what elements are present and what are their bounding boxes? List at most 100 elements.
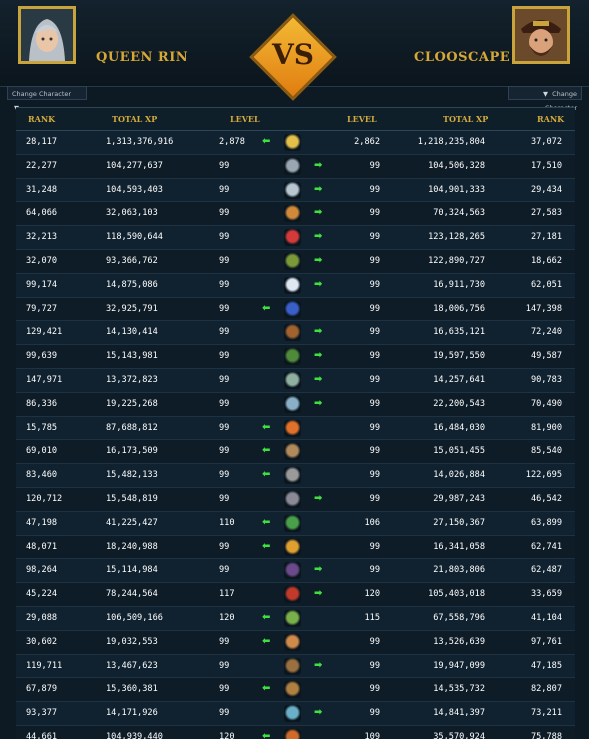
table-row[interactable]: 30,602 19,032,553 99 ⬅ 99 13,526,639 97,761 xyxy=(16,630,575,655)
level-right-header[interactable]: LEVEL xyxy=(347,114,377,124)
firemaking-icon[interactable] xyxy=(284,419,301,437)
change-character-right-dropdown[interactable]: ▼ Change Character xyxy=(508,86,582,112)
left-total-xp: 78,244,564 xyxy=(106,589,158,600)
right-total-xp: 35,570,924 xyxy=(433,731,485,739)
right-arrow-icon: ➡ xyxy=(314,278,323,290)
table-row[interactable]: 99,639 15,143,981 99 ➡ 99 19,597,550 49,587 xyxy=(16,345,575,369)
left-total-xp: 41,225,427 xyxy=(106,517,158,528)
table-row[interactable]: 29,088 106,509,166 120 ⬅ 115 67,558,796 41,104 xyxy=(16,606,575,631)
construction-icon[interactable] xyxy=(284,681,301,699)
farming-icon[interactable] xyxy=(284,609,301,627)
xp-right-header[interactable]: TOTAL XP xyxy=(443,114,489,124)
summoning-icon[interactable] xyxy=(284,705,301,723)
smithing-icon[interactable] xyxy=(284,467,301,485)
woodcutting-icon[interactable] xyxy=(284,348,301,366)
fletching-icon[interactable] xyxy=(284,371,301,389)
right-arrow-icon: ➡ xyxy=(314,707,323,719)
table-row[interactable]: 98,264 15,114,984 99 ➡ 99 21,803,806 62,487 xyxy=(16,559,575,584)
table-row[interactable]: 86,336 19,225,268 99 ➡ 99 22,200,543 70,490 xyxy=(16,392,575,417)
left-total-xp: 15,143,981 xyxy=(106,351,158,362)
right-rank: 17,510 xyxy=(530,160,562,171)
table-row[interactable]: 47,198 41,225,427 110 ⬅ 106 27,150,367 63,899 xyxy=(16,511,575,536)
rank-right-header[interactable]: RANK xyxy=(537,114,565,124)
left-total-xp: 118,590,644 xyxy=(106,232,163,243)
table-row[interactable]: 147,971 13,372,823 99 ➡ 99 14,257,641 90,783 xyxy=(16,368,575,393)
ranged-icon[interactable] xyxy=(284,252,301,270)
table-row[interactable]: 79,727 32,925,791 99 ⬅ 99 18,006,756 147,398 xyxy=(16,297,575,322)
table-row[interactable]: 67,879 15,360,381 99 ⬅ 99 14,535,732 82,807 xyxy=(16,678,575,703)
thieving-icon[interactable] xyxy=(284,562,301,580)
table-row[interactable]: 93,377 14,171,926 99 ➡ 99 14,841,397 73,211 xyxy=(16,702,575,726)
table-row[interactable]: 45,224 78,244,564 117 ➡ 120 105,403,018 33,659 xyxy=(16,583,575,607)
right-arrow-icon: ➡ xyxy=(314,492,323,504)
mining-icon[interactable] xyxy=(284,490,301,508)
table-row[interactable]: 31,248 104,593,403 99 ➡ 99 104,901,333 29,434 xyxy=(16,178,575,203)
left-total-xp: 87,688,812 xyxy=(106,422,158,433)
right-rank: 49,587 xyxy=(530,351,562,362)
table-row[interactable]: 120,712 15,548,819 99 ➡ 99 29,987,243 46,542 xyxy=(16,487,575,512)
hunter-icon[interactable] xyxy=(284,657,301,675)
rank-left-header[interactable]: RANK xyxy=(28,114,56,124)
right-arrow-icon: ➡ xyxy=(314,254,323,266)
dungeoneering-icon[interactable] xyxy=(284,728,301,739)
table-row[interactable]: 44,661 104,939,440 120 ⬅ 109 35,570,924 75,788 xyxy=(16,725,575,739)
left-arrow-icon: ⬅ xyxy=(262,516,271,528)
right-level: 120 xyxy=(364,589,380,600)
right-level: 99 xyxy=(369,374,380,385)
left-total-xp: 14,171,926 xyxy=(106,708,158,719)
left-level: 99 xyxy=(219,684,230,695)
cooking-icon[interactable] xyxy=(284,324,301,342)
left-rank: 86,336 xyxy=(26,398,58,409)
runecrafting-icon[interactable] xyxy=(284,633,301,651)
overall-icon[interactable] xyxy=(284,134,301,151)
table-row[interactable]: 32,070 93,366,762 99 ➡ 99 122,890,727 18,662 xyxy=(16,249,575,274)
right-total-xp: 19,947,099 xyxy=(433,660,485,671)
table-row[interactable]: 22,277 104,277,637 99 ➡ 99 104,506,328 17,510 xyxy=(16,154,575,179)
constitution-icon[interactable] xyxy=(284,229,301,247)
table-row[interactable]: 83,460 15,482,133 99 ⬅ 99 14,026,884 122,695 xyxy=(16,464,575,488)
slayer-icon[interactable] xyxy=(284,586,301,604)
table-row[interactable]: 64,066 32,063,103 99 ➡ 99 70,324,563 27,583 xyxy=(16,202,575,227)
prayer-icon[interactable] xyxy=(284,276,301,294)
player2-avatar[interactable] xyxy=(512,6,570,64)
crafting-icon[interactable] xyxy=(284,443,301,461)
strength-icon[interactable] xyxy=(284,205,301,223)
left-level: 99 xyxy=(219,184,230,195)
dropdown-arrow-icon: ▼ xyxy=(543,90,549,98)
left-level: 120 xyxy=(219,731,235,739)
right-level: 99 xyxy=(369,541,380,552)
right-rank: 62,741 xyxy=(530,541,562,552)
table-row[interactable]: 69,010 16,173,509 99 ⬅ 99 15,051,455 85,540 xyxy=(16,440,575,465)
left-level: 99 xyxy=(219,422,230,433)
table-row[interactable]: 48,071 18,240,988 99 ⬅ 99 16,341,058 62,741 xyxy=(16,535,575,560)
level-left-header[interactable]: LEVEL xyxy=(230,114,260,124)
left-rank: 93,377 xyxy=(26,708,58,719)
left-level: 99 xyxy=(219,351,230,362)
agility-icon[interactable] xyxy=(284,538,301,556)
defence-icon[interactable] xyxy=(284,181,301,199)
right-arrow-icon: ➡ xyxy=(314,659,323,671)
attack-icon[interactable] xyxy=(284,157,301,175)
table-row[interactable]: 129,421 14,130,414 99 ➡ 99 16,635,121 72,240 xyxy=(16,321,575,346)
magic-icon[interactable] xyxy=(284,300,301,318)
fishing-icon[interactable] xyxy=(284,395,301,413)
table-row[interactable]: 28,117 1,313,376,916 2,878 ⬅ 2,862 1,218,235,… xyxy=(16,131,575,155)
left-rank: 120,712 xyxy=(26,493,63,504)
left-level: 110 xyxy=(219,517,235,528)
right-total-xp: 122,890,727 xyxy=(428,255,485,266)
left-arrow-icon: ⬅ xyxy=(262,421,271,433)
left-level: 99 xyxy=(219,470,230,481)
xp-left-header[interactable]: TOTAL XP xyxy=(112,114,158,124)
table-row[interactable]: 32,213 118,590,644 99 ➡ 99 123,128,265 27,181 xyxy=(16,226,575,250)
table-row[interactable]: 119,711 13,467,623 99 ➡ 99 19,947,099 47,185 xyxy=(16,654,575,679)
right-total-xp: 16,484,030 xyxy=(433,422,485,433)
herblore-icon[interactable] xyxy=(284,514,301,532)
table-row[interactable]: 99,174 14,875,086 99 ➡ 99 16,911,730 62,051 xyxy=(16,273,575,298)
player1-avatar[interactable] xyxy=(18,6,76,64)
change-character-left-dropdown[interactable]: Change Character ▼ xyxy=(7,86,87,112)
right-total-xp: 27,150,367 xyxy=(433,517,485,528)
table-row[interactable]: 15,785 87,688,812 99 ⬅ 99 16,484,030 81,900 xyxy=(16,416,575,441)
right-arrow-icon: ➡ xyxy=(314,159,323,171)
left-level: 99 xyxy=(219,374,230,385)
left-rank: 22,277 xyxy=(26,160,58,171)
